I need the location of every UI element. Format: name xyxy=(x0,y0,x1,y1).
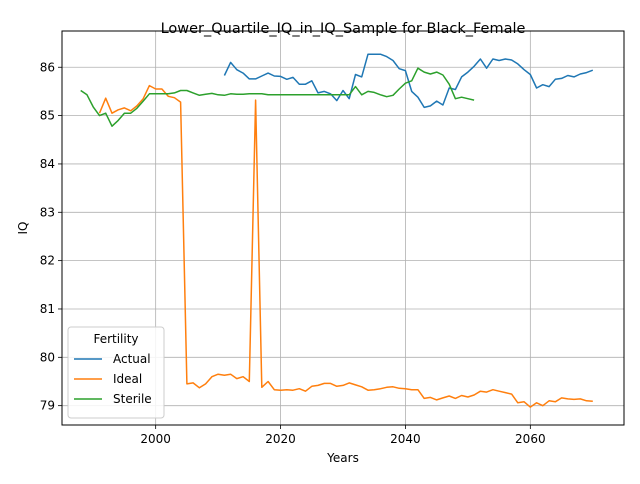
y-tick-label: 79 xyxy=(40,399,55,413)
legend-title: Fertility xyxy=(93,332,138,346)
y-tick-label: 83 xyxy=(40,205,55,219)
x-tick-label: 2020 xyxy=(265,432,296,446)
legend-items: Actual Ideal Sterile xyxy=(74,352,152,406)
legend-label-actual: Actual xyxy=(113,352,151,366)
x-tick-label: 2040 xyxy=(390,432,421,446)
plot-lines xyxy=(80,53,594,408)
y-tick-label: 81 xyxy=(40,302,55,316)
y-tick-label: 80 xyxy=(40,350,55,364)
y-tick-label: 84 xyxy=(40,157,55,171)
legend-label-ideal: Ideal xyxy=(113,372,142,386)
legend: Fertility Actual Ideal Sterile xyxy=(67,326,165,419)
x-tick-label: 2060 xyxy=(515,432,546,446)
x-axis-ticks: 2000 2020 2040 2060 xyxy=(140,425,546,446)
y-axis-label: IQ xyxy=(16,222,30,235)
series-line-sterile xyxy=(80,67,475,127)
y-tick-label: 85 xyxy=(40,109,55,123)
y-tick-label: 86 xyxy=(40,60,55,74)
y-axis-ticks: 79 80 81 82 83 84 85 86 xyxy=(40,60,62,413)
x-tick-label: 2000 xyxy=(140,432,171,446)
legend-label-sterile: Sterile xyxy=(113,392,152,406)
grid-lines xyxy=(62,31,624,425)
series-line-ideal xyxy=(98,84,593,408)
series-line-actual xyxy=(223,53,594,109)
y-tick-label: 82 xyxy=(40,254,55,268)
legend-box xyxy=(67,326,165,419)
chart-title: Lower_Quartile_IQ_in_IQ_Sample for Black… xyxy=(161,21,526,37)
x-axis-label: Years xyxy=(326,451,359,465)
plot-area-frame xyxy=(61,30,625,426)
